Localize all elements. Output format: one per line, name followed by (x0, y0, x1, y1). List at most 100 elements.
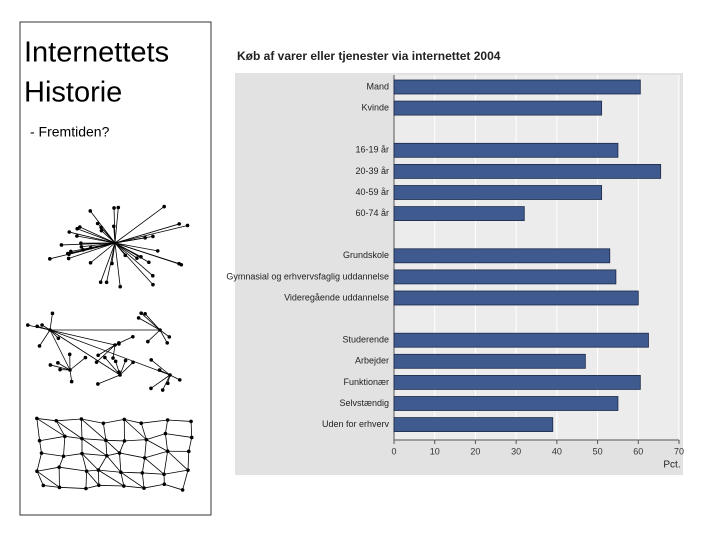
network-node (105, 454, 109, 458)
network-node (118, 451, 122, 455)
network-node (58, 368, 62, 372)
network-node (178, 378, 182, 382)
network-node (79, 241, 83, 245)
network-node (122, 418, 126, 422)
network-node (26, 323, 30, 327)
slide-title: Internettets (24, 37, 169, 69)
network-node (96, 353, 100, 357)
bar (394, 333, 648, 347)
network-node (186, 224, 190, 228)
bar (394, 164, 661, 178)
network-node (168, 373, 172, 377)
y-tick-label: 40-59 år (355, 187, 389, 197)
network-node (135, 256, 139, 260)
network-node (116, 206, 120, 210)
network-node (42, 484, 46, 488)
network-node (80, 417, 84, 421)
network-node (68, 353, 72, 357)
network-node (123, 439, 127, 443)
network-node (143, 456, 147, 460)
network-node (62, 454, 66, 458)
network-node (158, 368, 162, 372)
bar (394, 143, 618, 157)
x-axis-label: Pct. (663, 460, 680, 471)
x-tick-label: 30 (511, 446, 521, 456)
network-node (38, 439, 42, 443)
y-tick-label: Videregående uddannelse (284, 292, 389, 302)
network-node (112, 206, 116, 210)
network-node (151, 235, 155, 239)
network-node (69, 250, 73, 254)
network-node (165, 341, 169, 345)
y-tick-label: Mand (366, 81, 389, 91)
chart-title: Køb af varer eller tjenester via interne… (237, 49, 501, 63)
network-node (97, 484, 101, 488)
network-node (187, 450, 191, 454)
network-node (139, 421, 143, 425)
network-node (113, 343, 117, 347)
x-tick-label: 0 (391, 446, 396, 456)
network-node (85, 469, 89, 473)
slide-subtitle: - Fremtiden? (30, 124, 110, 140)
network-node (51, 312, 55, 316)
network-node (67, 230, 71, 234)
y-tick-label: Funktionær (343, 377, 389, 387)
network-node (168, 335, 172, 339)
network-node (166, 418, 170, 422)
network-node (118, 373, 122, 377)
network-node (84, 356, 88, 360)
network-node (119, 470, 123, 474)
network-node (70, 380, 74, 384)
network-node (118, 285, 122, 289)
y-tick-label: Selvstændig (339, 398, 389, 408)
bar (394, 418, 553, 432)
x-tick-label: 40 (552, 446, 562, 456)
network-node (99, 280, 103, 284)
bar (394, 354, 585, 368)
network-node (151, 274, 155, 278)
network-node (78, 225, 82, 229)
x-tick-label: 70 (674, 446, 684, 456)
network-node (161, 388, 165, 392)
network-node (145, 438, 149, 442)
bar (394, 291, 638, 305)
network-node (102, 421, 106, 425)
x-tick-label: 20 (470, 446, 480, 456)
network-node (141, 471, 145, 475)
network-node (111, 356, 115, 360)
network-node (38, 344, 42, 348)
network-node (35, 417, 39, 421)
y-tick-label: Grundskole (343, 250, 389, 260)
network-node (162, 472, 166, 476)
bar (394, 375, 640, 389)
network-node (149, 387, 153, 391)
network-node (122, 484, 126, 488)
network-node (40, 451, 44, 455)
network-node (151, 283, 155, 287)
network-node (189, 420, 193, 424)
network-node (60, 243, 64, 247)
y-tick-label: 16-19 år (355, 145, 389, 155)
bar (394, 270, 616, 284)
network-node (58, 486, 62, 490)
network-node (49, 363, 53, 367)
network-node (124, 359, 128, 363)
network-node (54, 419, 58, 423)
network-node (114, 360, 118, 364)
y-tick-label: Studerende (342, 335, 389, 345)
y-tick-label: 60-74 år (355, 208, 389, 218)
network-node (88, 209, 92, 213)
network-node (35, 469, 39, 473)
x-tick-label: 60 (633, 446, 643, 456)
network-node (89, 261, 93, 265)
network-node (96, 382, 100, 386)
network-node (137, 316, 141, 320)
network-node (177, 222, 181, 226)
network-node (80, 452, 84, 456)
network-node (147, 260, 151, 264)
network-node (67, 257, 71, 261)
network-node (84, 487, 88, 491)
x-tick-label: 50 (593, 446, 603, 456)
bar (394, 101, 602, 115)
network-node (56, 361, 60, 365)
